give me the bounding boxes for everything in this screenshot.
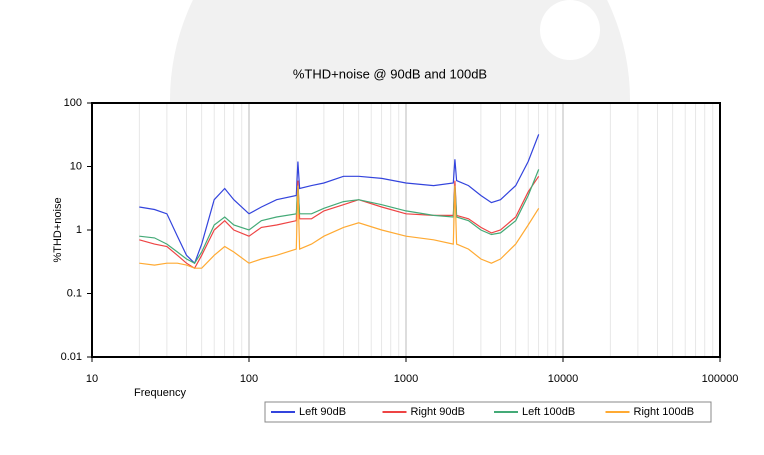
data-line [139,169,540,264]
x-tick-label: 1000 [394,373,418,385]
legend [264,401,712,423]
y-axis-label: %THD+noise [52,197,64,262]
y-tick-label: 0.01 [61,351,82,363]
x-axis-label: Frequency [134,387,186,399]
legend-label: Right 90dB [411,406,465,418]
y-tick-label: 0.1 [67,287,82,299]
x-tick-label: 100 [240,373,258,385]
chart-title: %THD+noise @ 90dB and 100dB [293,66,487,81]
legend-label: Left 90dB [299,406,346,418]
x-tick-label: 100000 [702,373,739,385]
legend-label: Left 100dB [522,406,575,418]
data-line [139,185,540,269]
y-tick-label: 100 [64,97,82,109]
plot-frame [91,102,721,358]
y-tick-label: 10 [70,160,82,172]
legend-label: Right 100dB [634,406,695,418]
y-tick-label: 1 [76,224,82,236]
data-line [139,134,540,265]
x-tick-label: 10000 [548,373,579,385]
data-line [139,175,540,270]
x-tick-label: 10 [86,373,98,385]
